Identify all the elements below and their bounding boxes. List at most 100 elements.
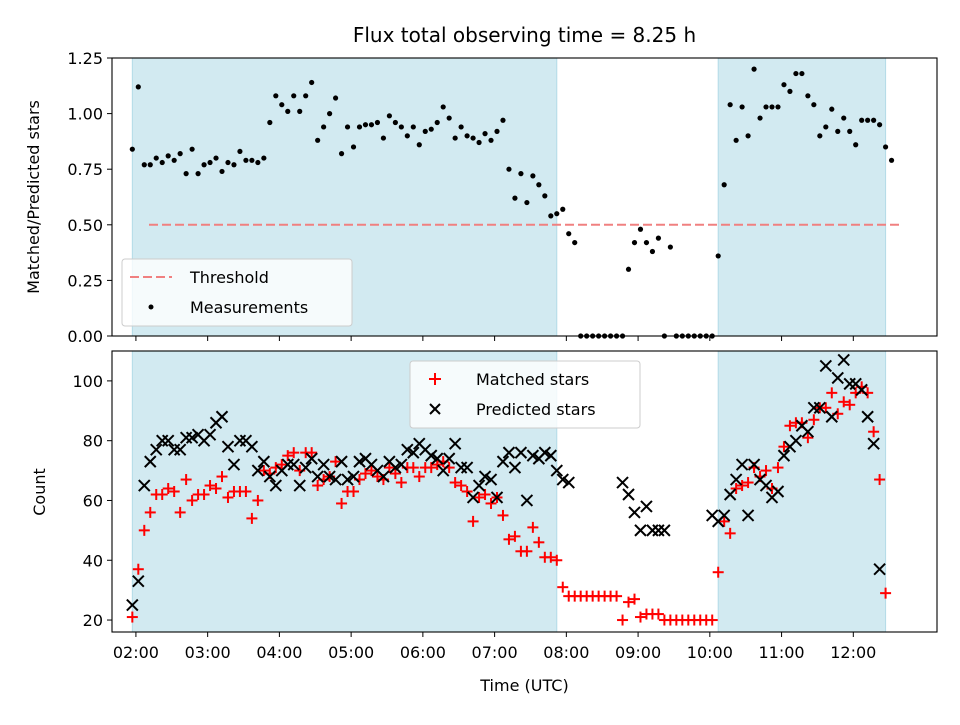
predicted-star-point — [658, 524, 671, 537]
matched-star-point — [407, 462, 419, 474]
x-tick-label: 05:00 — [328, 643, 374, 662]
measurement-point — [135, 84, 141, 90]
measurement-point — [416, 142, 422, 148]
measurement-point — [506, 166, 512, 172]
predicted-star-point — [407, 446, 420, 459]
measurement-point — [643, 239, 650, 246]
predicted-star-point — [508, 461, 522, 474]
x-tick-label: 09:00 — [615, 643, 661, 662]
measurement-point — [536, 182, 542, 188]
measurement-point — [548, 213, 554, 219]
legend-matched-swatch — [429, 373, 441, 385]
matched-star-point — [874, 474, 886, 486]
bottom-axes-frame — [111, 350, 938, 633]
measurement-point — [213, 155, 219, 161]
x-tick-label: 06:00 — [400, 643, 446, 662]
predicted-star-point — [460, 461, 474, 474]
matched-star-point — [772, 462, 784, 474]
predicted-star-point — [185, 431, 199, 444]
predicted-star-point — [759, 479, 773, 492]
measurement-point — [494, 128, 500, 134]
legend-predicted-label: Predicted stars — [476, 400, 596, 419]
predicted-star-point — [873, 563, 886, 576]
matched-star-point — [144, 506, 156, 518]
matched-star-point — [467, 515, 479, 527]
measurement-point — [153, 155, 159, 161]
measurement-point — [380, 135, 387, 141]
measurement-point — [464, 133, 470, 139]
matched-star-point — [634, 611, 646, 623]
matched-star-point — [359, 468, 371, 480]
matched-star-point — [240, 486, 252, 497]
measurement-point — [542, 193, 548, 199]
measurement-point — [805, 93, 811, 99]
matched-star-point — [258, 465, 270, 477]
predicted-star-point — [502, 446, 516, 459]
legend-measurements-label: Measurements — [190, 298, 308, 317]
y-tick-label: 1.00 — [67, 105, 103, 124]
matched-star-point — [330, 456, 342, 468]
predicted-star-point — [538, 446, 552, 459]
matched-star-point — [724, 527, 736, 539]
matched-star-point — [611, 590, 623, 602]
measurement-point — [763, 104, 769, 110]
predicted-star-point — [335, 455, 348, 468]
measurement-point — [793, 70, 799, 77]
measurement-point — [338, 151, 345, 157]
measurement-point — [488, 137, 494, 143]
predicted-star-point — [347, 470, 360, 483]
measurement-point — [159, 159, 165, 166]
measurement-point — [428, 126, 434, 132]
matched-star-point — [413, 471, 425, 483]
matched-star-point — [784, 420, 796, 432]
measurement-point — [458, 124, 464, 130]
measurement-point — [386, 113, 392, 119]
matched-star-point — [461, 486, 473, 497]
measurement-point — [195, 171, 201, 177]
predicted-star-point — [215, 410, 229, 423]
measurement-point — [309, 79, 315, 86]
matched-star-point — [808, 414, 820, 426]
measurement-point — [177, 151, 183, 157]
measurement-point — [183, 171, 189, 177]
predicted-star-point — [771, 485, 785, 498]
predicted-star-point — [257, 455, 271, 468]
matched-star-point — [371, 471, 383, 483]
measurement-point — [625, 266, 632, 272]
measurement-point — [518, 171, 524, 177]
predicted-star-point — [789, 434, 803, 447]
predicted-star-point — [735, 458, 749, 471]
matched-star-point — [479, 488, 491, 500]
legend-measurements-swatch — [148, 304, 154, 310]
measurement-point — [787, 88, 793, 94]
matched-star-point — [820, 402, 832, 414]
predicted-star-point — [203, 428, 217, 441]
y-tick-label: 0.00 — [67, 327, 103, 346]
x-tick-label: 08:00 — [543, 643, 589, 662]
predicted-star-point — [144, 455, 157, 468]
measurement-point — [817, 133, 823, 139]
measurement-point — [321, 124, 327, 130]
predicted-star-point — [251, 464, 265, 477]
measurement-point — [368, 122, 375, 128]
predicted-star-point — [395, 458, 408, 471]
measurement-point — [775, 104, 781, 110]
measurement-point — [829, 106, 835, 112]
measurement-point — [350, 144, 357, 150]
matched-star-point — [425, 462, 437, 474]
measurement-point — [297, 108, 303, 114]
predicted-star-point — [269, 479, 283, 492]
predicted-star-point — [173, 443, 187, 456]
measurement-point — [410, 124, 416, 130]
predicted-star-point — [401, 443, 414, 456]
predicted-star-point — [299, 461, 312, 474]
matched-star-point — [760, 465, 772, 477]
predicted-star-point — [723, 488, 737, 501]
matched-star-point — [629, 593, 640, 605]
matched-star-point — [652, 608, 664, 620]
measurement-point — [823, 124, 829, 130]
measurement-point — [207, 159, 213, 166]
matched-star-point — [497, 509, 509, 521]
top-x-ticks — [135, 336, 854, 341]
measurement-point — [285, 108, 291, 114]
